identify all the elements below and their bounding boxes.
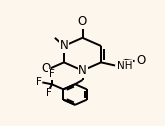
Text: F: F (36, 77, 42, 87)
Text: N: N (78, 64, 87, 77)
Text: F: F (46, 88, 52, 98)
Text: O: O (137, 54, 146, 67)
Text: N: N (60, 39, 68, 52)
Text: NH: NH (117, 61, 133, 71)
Text: F: F (49, 69, 55, 80)
Text: O: O (78, 15, 87, 28)
Text: O: O (41, 62, 50, 75)
